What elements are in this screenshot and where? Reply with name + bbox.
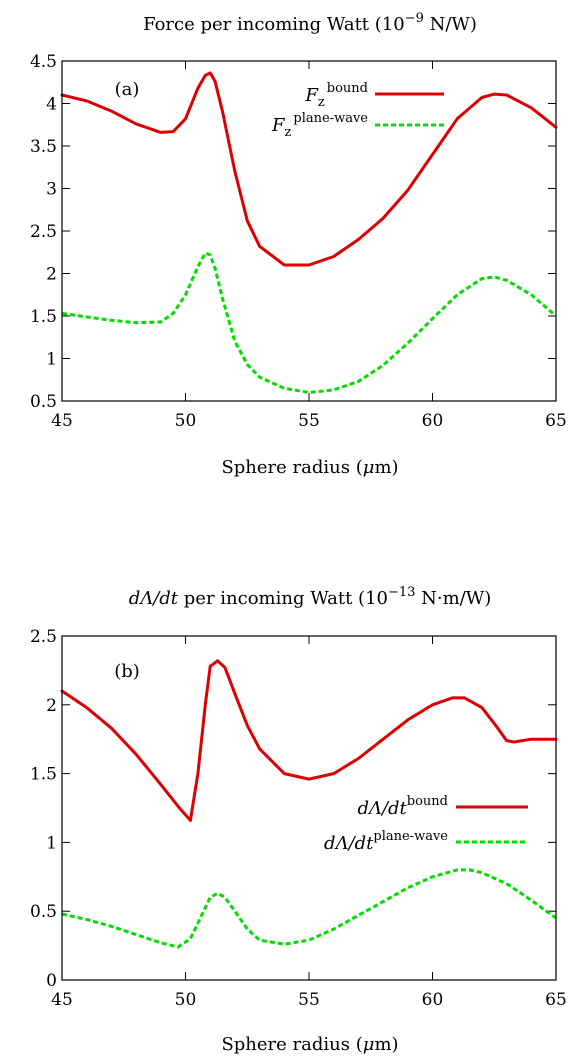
y-tick-label: 0.5 <box>30 392 57 412</box>
panel-b-frame <box>61 635 557 981</box>
panel-b-series-lines <box>60 659 558 949</box>
y-tick-label: 3.5 <box>30 137 57 157</box>
panel-b-legend: dΛ/dtbound dΛ/dtplane-wave <box>324 794 528 854</box>
y-tick-label: 1 <box>46 350 57 370</box>
panel-a-label: (a) <box>115 79 140 100</box>
y-tick-label: 1.5 <box>30 307 57 327</box>
x-tick-label: 55 <box>298 411 320 431</box>
panel-b-chart: dΛ/dt per incoming Watt (10−13 N·m/W) 00… <box>30 585 567 1055</box>
y-tick-label: 0 <box>46 971 57 991</box>
panel-a-x-axis-label: Sphere radius (μm) <box>221 457 398 478</box>
x-tick-label: 55 <box>298 990 320 1010</box>
panel-b-x-axis-label: Sphere radius (μm) <box>221 1034 398 1055</box>
panel-a-axes: 0.5 1 1.5 2 2.5 3 3.5 4 4.5 45 50 55 60 65 <box>30 52 567 431</box>
x-tick-label: 50 <box>175 990 197 1010</box>
panel-a-title: Force per incoming Watt (10−9 N/W) <box>143 11 477 35</box>
x-tick-label: 50 <box>175 411 197 431</box>
panel-a-y-ticks: 0.5 1 1.5 2 2.5 3 3.5 4 4.5 <box>30 52 556 412</box>
y-tick-label: 2 <box>46 265 57 285</box>
y-tick-label: 1.5 <box>30 765 57 785</box>
y-tick-label: 4 <box>46 95 57 115</box>
legend-item-dldt-plane-wave: dΛ/dtplane-wave <box>324 829 448 854</box>
y-tick-label: 0.5 <box>30 902 57 922</box>
panel-a-chart: Force per incoming Watt (10−9 N/W) 0.5 1 1… <box>30 11 567 478</box>
x-tick-label: 65 <box>545 990 567 1010</box>
panel-b-y-ticks: 0 0.5 1 1.5 2 2.5 <box>30 627 556 991</box>
x-tick-label: 60 <box>422 411 444 431</box>
y-tick-label: 1 <box>46 833 57 853</box>
panel-b-title: dΛ/dt per incoming Watt (10−13 N·m/W) <box>129 585 492 609</box>
x-tick-label: 45 <box>51 411 73 431</box>
panel-b-axes: 0 0.5 1 1.5 2 2.5 45 50 55 60 65 <box>30 627 567 1010</box>
panel-b-label: (b) <box>114 661 140 682</box>
panel-a-series-lines <box>60 71 558 394</box>
series-line-bound <box>60 659 558 822</box>
series-line-plane-wave <box>61 251 557 394</box>
x-tick-label: 45 <box>51 990 73 1010</box>
y-tick-label: 2.5 <box>30 222 57 242</box>
series-line-plane-wave <box>61 868 557 949</box>
x-tick-label: 65 <box>545 411 567 431</box>
y-tick-label: 3 <box>46 180 57 200</box>
y-tick-label: 2 <box>46 696 57 716</box>
legend-item-fz-plane-wave: Fzplane-wave <box>271 111 368 140</box>
series-line-bound <box>60 71 558 267</box>
y-tick-label: 4.5 <box>30 52 57 72</box>
legend-item-dldt-bound: dΛ/dtbound <box>357 794 448 819</box>
y-tick-label: 2.5 <box>30 627 57 647</box>
x-tick-label: 60 <box>422 990 444 1010</box>
panel-a-frame <box>61 60 557 402</box>
legend-item-fz-bound: Fzbound <box>304 81 368 110</box>
panel-a-x-ticks: 45 50 55 60 65 <box>51 61 567 431</box>
panel-b-x-ticks: 45 50 55 60 65 <box>51 636 567 1010</box>
panel-a-legend: Fzbound Fzplane-wave <box>271 81 444 140</box>
